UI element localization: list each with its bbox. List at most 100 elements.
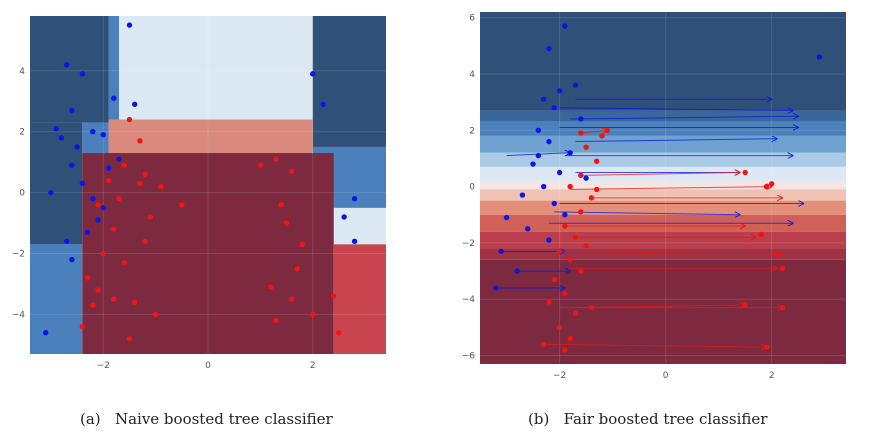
data-point-blue — [578, 116, 584, 122]
data-point-red — [562, 347, 568, 353]
decision-region — [30, 16, 109, 123]
decision-band — [480, 231, 846, 249]
data-point-red — [268, 284, 274, 290]
data-point-red — [273, 156, 279, 162]
y-tick-label: −2 — [12, 250, 25, 260]
y-tick-label: 0 — [19, 189, 25, 199]
data-point-red — [336, 329, 342, 336]
data-point-red — [126, 336, 133, 342]
decision-region — [82, 153, 334, 354]
data-point-red — [105, 177, 112, 184]
fair-classifier-plot: −2 0 2 −6 −4 −2 0 2 4 6 — [462, 12, 846, 381]
data-point-red — [593, 158, 600, 164]
data-point-blue — [493, 285, 499, 291]
data-point-red — [572, 310, 579, 317]
shift-arrow — [554, 211, 740, 215]
data-point-blue — [63, 62, 70, 68]
decision-band — [480, 121, 846, 136]
data-point-red — [330, 293, 337, 299]
data-point-red — [299, 241, 305, 248]
data-point-blue — [63, 238, 70, 245]
y-tick-label: 0 — [469, 183, 475, 193]
shift-arrow — [580, 173, 740, 176]
data-point-red — [583, 144, 589, 150]
data-point-red — [111, 226, 117, 232]
data-point-blue — [341, 214, 347, 220]
data-point-red — [774, 251, 780, 257]
data-point-red — [126, 116, 133, 123]
y-tick-label: 4 — [469, 70, 475, 80]
data-point-blue — [69, 162, 75, 168]
data-point-red — [567, 335, 573, 342]
data-point-red — [546, 299, 552, 305]
data-point-blue — [132, 101, 138, 108]
data-point-red — [132, 299, 138, 305]
data-point-red — [121, 259, 127, 266]
data-point-red — [583, 243, 589, 249]
data-point-blue — [58, 135, 65, 141]
data-point-blue — [583, 175, 589, 181]
y-tick-label: 2 — [19, 128, 25, 138]
data-point-blue — [90, 196, 96, 202]
data-point-red — [100, 250, 106, 257]
decision-band — [480, 200, 846, 215]
x-tick-label: 2 — [310, 361, 316, 371]
data-point-blue — [79, 71, 86, 77]
decision-region — [333, 207, 386, 245]
data-point-blue — [79, 180, 86, 187]
data-point-red — [567, 183, 573, 190]
caption-fair: (b) Fair boosted tree classifier — [528, 410, 768, 428]
data-point-red — [540, 341, 547, 347]
x-tick-label: −2 — [97, 361, 110, 371]
data-point-red — [742, 302, 748, 308]
data-point-red — [551, 276, 557, 283]
data-point-red — [572, 234, 579, 240]
data-point-red — [578, 209, 584, 215]
y-tick-label: −6 — [462, 352, 476, 362]
data-point-blue — [43, 329, 49, 336]
data-point-red — [152, 311, 159, 318]
decision-region — [333, 244, 386, 354]
data-point-red — [599, 133, 605, 139]
data-point-red — [116, 196, 122, 202]
panel-fair: −2 0 2 −6 −4 −2 0 2 4 6 — [440, 0, 872, 432]
data-point-red — [137, 180, 143, 187]
data-point-red — [763, 344, 770, 350]
decision-region — [108, 16, 119, 123]
data-point-red — [137, 138, 143, 144]
data-point-blue — [551, 200, 557, 207]
data-point-red — [578, 130, 584, 136]
data-point-red — [257, 162, 264, 168]
decision-band — [480, 248, 846, 260]
data-point-blue — [546, 237, 552, 243]
data-point-blue — [530, 161, 536, 167]
data-point-red — [179, 202, 185, 208]
data-point-red — [769, 181, 775, 187]
data-point-blue — [95, 217, 101, 223]
x-tick-label: −2 — [553, 371, 566, 381]
data-point-blue — [320, 101, 326, 108]
data-point-red — [588, 304, 595, 311]
shift-arrow — [570, 187, 772, 190]
data-point-blue — [53, 125, 59, 132]
data-point-blue — [535, 127, 542, 133]
data-point-red — [562, 223, 568, 229]
y-tick-label: 4 — [19, 67, 25, 77]
data-point-red — [111, 296, 117, 302]
data-point-red — [763, 183, 770, 190]
data-point-red — [578, 268, 584, 274]
data-point-red — [79, 323, 86, 330]
data-point-red — [310, 311, 316, 318]
decision-band — [480, 135, 846, 153]
data-point-red — [95, 287, 101, 293]
naive-classifier-plot: −2 0 2 −4 −2 0 2 4 — [12, 16, 386, 371]
data-point-blue — [562, 23, 568, 29]
data-point-red — [604, 127, 611, 133]
data-point-red — [142, 238, 148, 245]
data-point-red — [562, 290, 568, 297]
decision-region — [108, 119, 313, 154]
data-point-blue — [111, 95, 117, 101]
decision-region — [30, 122, 83, 245]
data-point-blue — [816, 54, 823, 60]
data-point-red — [556, 324, 563, 331]
